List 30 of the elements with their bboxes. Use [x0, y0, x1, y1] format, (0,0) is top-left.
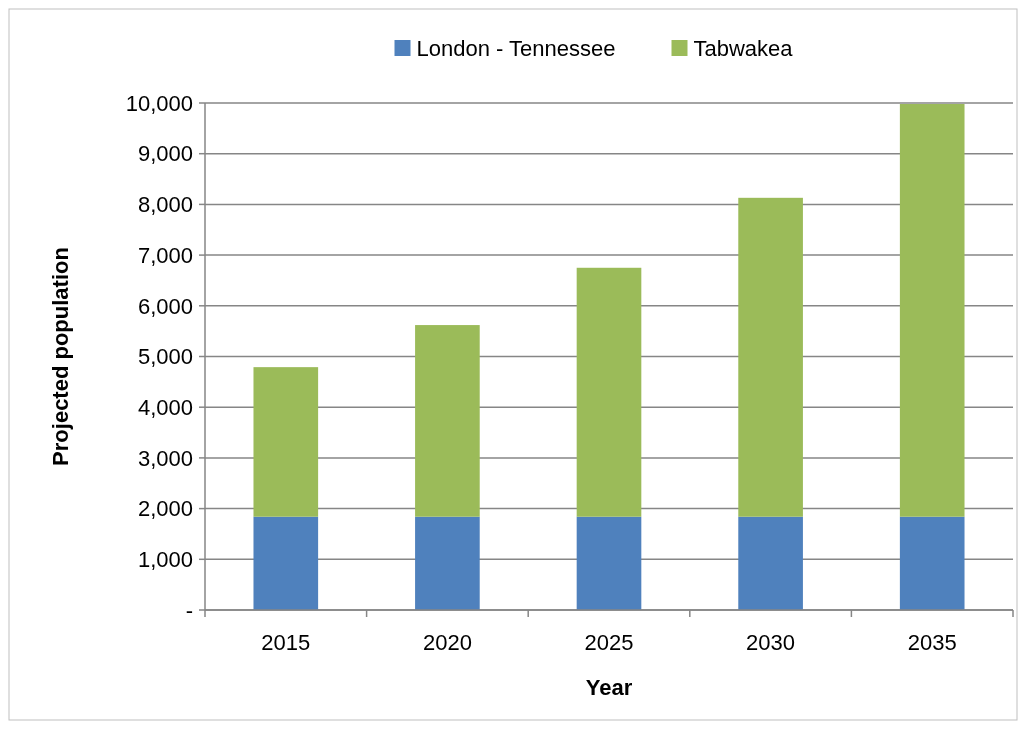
- y-tick-label: 5,000: [137, 344, 193, 370]
- x-tick-label: 2035: [907, 630, 957, 655]
- bar: [899, 104, 965, 517]
- bar: [415, 516, 480, 610]
- bar: [576, 267, 642, 517]
- legend-label: London - Tennessee: [416, 35, 616, 61]
- y-tick-label: -: [185, 597, 193, 623]
- legend-label: Tabwakea: [693, 35, 794, 61]
- bar: [253, 516, 319, 610]
- y-tick-label: 9,000: [137, 141, 193, 167]
- bar: [576, 516, 642, 610]
- bar: [738, 516, 803, 610]
- y-tick-label: 2,000: [137, 496, 193, 522]
- y-tick-label: 6,000: [137, 293, 193, 319]
- bar: [738, 197, 803, 517]
- bar: [253, 367, 319, 517]
- bar: [415, 325, 480, 517]
- x-tick-label: 2025: [584, 630, 634, 655]
- y-tick-label: 8,000: [137, 192, 193, 218]
- bar: [899, 516, 965, 610]
- y-tick-label: 1,000: [137, 547, 193, 572]
- x-tick-label: 2020: [422, 630, 472, 655]
- y-tick-label: 10,000: [125, 90, 193, 116]
- y-tick-label: 3,000: [137, 445, 193, 471]
- y-axis-title: Projected population: [48, 247, 73, 466]
- y-tick-label: 4,000: [137, 394, 193, 420]
- y-tick-label: 7,000: [137, 242, 193, 268]
- x-tick-label: 2015: [261, 630, 311, 655]
- x-tick-label: 2030: [746, 630, 796, 655]
- x-axis-title: Year: [585, 675, 633, 700]
